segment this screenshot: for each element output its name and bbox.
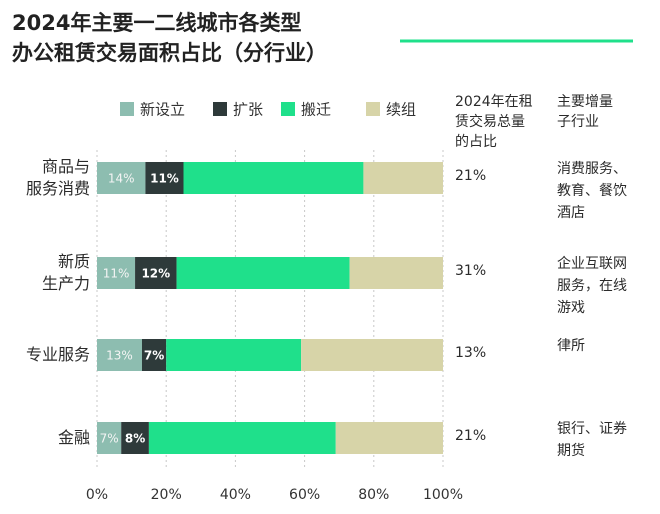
chart-title: 2024年主要一二线城市各类型 办公租赁交易面积占比（分行业） bbox=[12, 11, 327, 65]
legend-swatch bbox=[366, 102, 380, 116]
bar-segment bbox=[135, 257, 177, 289]
x-tick-label: 40% bbox=[220, 487, 251, 503]
data-label: 13% bbox=[106, 349, 133, 363]
x-tick-label: 80% bbox=[358, 487, 389, 503]
x-tick-label: 100% bbox=[423, 487, 463, 503]
bar-segment bbox=[335, 422, 443, 454]
share: 13% bbox=[455, 345, 487, 361]
bar-segment bbox=[97, 162, 146, 194]
bar-segment bbox=[176, 257, 350, 289]
data-label: 8% bbox=[125, 432, 145, 446]
bar-segment bbox=[363, 162, 443, 194]
legend-label: 搬迁 bbox=[301, 101, 331, 119]
legend-swatch bbox=[120, 102, 134, 116]
legend-swatch bbox=[281, 102, 295, 116]
y-tick-label: 金融 bbox=[57, 428, 90, 447]
data-label: 11% bbox=[150, 172, 179, 186]
y-tick-label: 商品与 服务消费 bbox=[25, 157, 90, 198]
sub-industry: 律所 bbox=[557, 338, 585, 354]
legend-label: 续组 bbox=[386, 101, 416, 119]
sub-industry: 企业互联网 服务，在线 游戏 bbox=[557, 256, 627, 316]
bar-segment bbox=[301, 339, 443, 371]
bar-segment bbox=[141, 339, 167, 371]
bar-segment bbox=[145, 162, 184, 194]
y-tick-label: 专业服务 bbox=[25, 345, 90, 364]
y-tick-label: 新质 生产力 bbox=[41, 252, 90, 293]
x-tick-label: 0% bbox=[86, 487, 108, 503]
data-label: 7% bbox=[100, 432, 119, 446]
share: 21% bbox=[455, 428, 487, 444]
sub-industry: 银行、证券 期货 bbox=[557, 421, 627, 459]
bar-segment bbox=[166, 339, 302, 371]
data-label: 11% bbox=[103, 267, 130, 281]
bar-segment bbox=[349, 257, 443, 289]
legend-label: 新设立 bbox=[140, 101, 185, 119]
bar-segment bbox=[121, 422, 149, 454]
share: 21% bbox=[455, 168, 487, 184]
bar-segment bbox=[97, 422, 122, 454]
bar-segment bbox=[97, 339, 142, 371]
legend-label: 扩张 bbox=[233, 101, 263, 119]
x-tick-label: 60% bbox=[289, 487, 320, 503]
legend-swatch bbox=[213, 102, 227, 116]
data-label: 12% bbox=[141, 267, 170, 281]
sub-industry: 消费服务、 教育、餐饮 酒店 bbox=[557, 161, 627, 221]
data-label: 14% bbox=[108, 172, 135, 186]
x-tick-label: 20% bbox=[151, 487, 182, 503]
bar-segment bbox=[183, 162, 364, 194]
table-header: 主要增量 子行业 bbox=[557, 94, 613, 130]
bar-segment bbox=[148, 422, 336, 454]
share: 31% bbox=[455, 263, 487, 279]
table-header: 2024年在租 赁交易总量 的占比 bbox=[455, 94, 533, 150]
bar-segment bbox=[97, 257, 136, 289]
data-label: 7% bbox=[144, 349, 164, 363]
